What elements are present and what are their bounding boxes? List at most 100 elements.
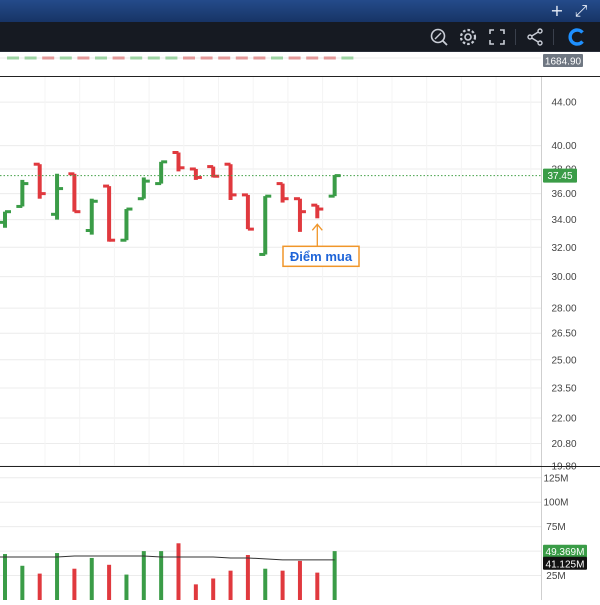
ohlc-bar (16, 179, 29, 208)
expand-window-icon[interactable]: ⤢ (574, 1, 588, 20)
app-logo-icon[interactable] (566, 26, 588, 48)
volume-bar (159, 551, 164, 600)
ohlc-bar (328, 174, 341, 198)
window-titlebar: + ⤢ (0, 0, 600, 22)
price-tick-label: 32.00 (551, 243, 576, 254)
ohlc-bar (68, 172, 81, 214)
volume-grid (0, 466, 600, 577)
ohlc-bar (155, 160, 168, 186)
ohlc-bar (241, 193, 254, 231)
volume-bar (124, 574, 129, 600)
strip-mark (341, 56, 354, 60)
annotation-arrow (311, 223, 323, 247)
price-tick-label: 40.00 (551, 141, 576, 152)
ohlc-bar (137, 177, 150, 201)
price-tick-label: 34.00 (551, 215, 576, 226)
strip-value-badge (543, 54, 583, 67)
strip-mark (288, 56, 301, 60)
price-tick-label: 28.00 (551, 304, 576, 315)
volume-bar (297, 560, 302, 600)
volume-bar (280, 570, 285, 600)
price-tick-label: 25.00 (551, 355, 576, 366)
volume-bar (141, 551, 146, 600)
ohlc-bar (311, 203, 324, 219)
strip-mark (24, 56, 37, 60)
volume-bar (72, 568, 77, 600)
strip-mark (130, 56, 143, 60)
strip-mark (235, 56, 248, 60)
toolbar-divider (553, 29, 554, 45)
ohlc-bar (0, 210, 11, 228)
price-tick-label: 36.00 (551, 189, 576, 200)
volume-bar (3, 554, 7, 600)
ohlc-bar (189, 167, 202, 180)
share-icon[interactable] (524, 26, 546, 48)
last-price-badge (543, 168, 577, 183)
ohlc-bar (259, 194, 272, 256)
ohlc-bar (172, 150, 185, 172)
price-tick-label: 23.50 (551, 383, 576, 394)
volume-tick-label: 75M (546, 522, 565, 533)
volume-bar (315, 572, 320, 600)
strip-mark (323, 56, 336, 60)
price-axis: 44.0040.0038.0036.0034.0032.0030.0028.00… (541, 77, 577, 600)
strip-mark (147, 56, 160, 60)
volume-bar (263, 568, 268, 600)
volume-bar (193, 584, 198, 600)
top-indicator-strip: 1684.90 (0, 54, 600, 77)
strip-mark (42, 56, 55, 60)
price-grid (0, 77, 541, 467)
buy-point-annotation: Điểm mua (282, 223, 360, 268)
volume-value-label: 49.369M (546, 547, 585, 558)
strip-mark (112, 56, 125, 60)
ohlc-bar (276, 182, 289, 203)
volume-bar (55, 553, 60, 600)
volume-bar (37, 573, 42, 600)
strip-mark (59, 56, 72, 60)
volume-value-badge (543, 544, 587, 558)
strip-value-label: 1684.90 (545, 57, 582, 68)
add-tab-button[interactable]: + (550, 1, 564, 20)
chart-area[interactable]: 1684.90 44.0040.0038.0036.0034.0032.0030… (0, 52, 600, 600)
price-tick-label: 30.00 (551, 272, 576, 283)
toolbar-divider (515, 29, 516, 45)
last-price-label: 37.45 (547, 171, 572, 182)
volume-bars (0, 543, 337, 600)
price-tick-label: 20.80 (551, 439, 576, 450)
price-volume-chart[interactable]: 1684.90 44.0040.0038.0036.0034.0032.0030… (0, 52, 600, 600)
strip-mark (7, 56, 19, 60)
volume-ma-line (0, 555, 335, 561)
ohlc-bar (103, 184, 116, 242)
price-tick-label: 44.00 (551, 98, 576, 109)
price-tick-label: 22.00 (551, 413, 576, 424)
ohlc-bar (207, 165, 220, 178)
volume-tick-label: 125M (543, 473, 568, 484)
strip-mark (271, 56, 283, 60)
annotation-label: Điểm mua (290, 249, 353, 264)
volume-bar (332, 551, 337, 600)
ohlc-bar (51, 173, 64, 220)
ohlc-bar (224, 162, 237, 200)
volume-bar (176, 543, 181, 600)
volume-bar (107, 564, 112, 600)
volume-tick-label: 25M (546, 571, 565, 582)
price-tick-label: 26.50 (551, 329, 576, 340)
ohlc-bar (120, 207, 133, 242)
strip-mark (306, 56, 319, 60)
chart-toolbar (0, 22, 600, 52)
fullscreen-icon[interactable] (486, 26, 508, 48)
zoom-reset-icon[interactable] (428, 26, 450, 48)
volume-bar (228, 570, 233, 600)
volume-bar (245, 555, 250, 600)
settings-gear-icon[interactable] (457, 26, 479, 48)
strip-mark (183, 56, 195, 60)
volume-bar (211, 578, 216, 600)
volume-ma-badge (543, 556, 587, 570)
ohlc-bar (85, 198, 98, 235)
strip-mark (253, 56, 266, 60)
volume-ma-label: 41.125M (546, 559, 585, 570)
strip-mark (200, 56, 213, 60)
volume-bar (89, 557, 94, 600)
volume-tick-label: 100M (543, 498, 568, 509)
